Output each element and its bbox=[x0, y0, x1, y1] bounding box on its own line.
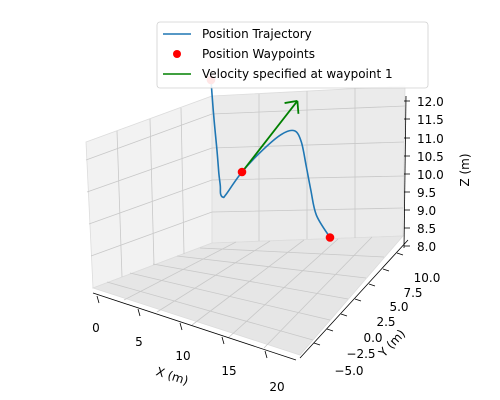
pane-back bbox=[211, 85, 406, 244]
z-tick-label: 12.0 bbox=[417, 95, 444, 109]
x-tick-label: 5 bbox=[135, 335, 143, 349]
z-tick-labels: 8.0 8.5 9.0 9.5 10.0 10.5 11.0 11.5 12.0 bbox=[417, 95, 444, 254]
x-tick-labels: 0 5 10 15 20 bbox=[92, 321, 284, 394]
velocity-arrow-head bbox=[296, 100, 300, 114]
axis-lines bbox=[92, 95, 409, 361]
waypoint-marker bbox=[325, 233, 335, 242]
y-tick-label: 7.5 bbox=[403, 286, 422, 300]
y-tick-label: 5.0 bbox=[389, 300, 408, 314]
legend-marker-swatch bbox=[173, 50, 181, 58]
pane-floor bbox=[91, 235, 404, 356]
z-axis-label: Z (m) bbox=[458, 153, 472, 186]
legend-frame bbox=[156, 21, 429, 89]
z-tick-label: 10.5 bbox=[417, 150, 444, 164]
z-tick-label: 11.5 bbox=[417, 113, 444, 127]
y-tick-label: 0.0 bbox=[363, 331, 382, 345]
grid-lines bbox=[85, 88, 406, 349]
z-tick-label: 9.0 bbox=[417, 204, 436, 218]
legend-label-trajectory: Position Trajectory bbox=[202, 27, 312, 41]
x-tick-label: 20 bbox=[269, 380, 284, 394]
axes-panes bbox=[85, 85, 406, 356]
z-axis-line bbox=[403, 95, 407, 249]
x-tick-label: 15 bbox=[221, 364, 236, 378]
velocity-arrow-head bbox=[284, 100, 298, 104]
tick-marks bbox=[96, 100, 410, 359]
y-axis-line bbox=[299, 239, 409, 359]
legend-label-velocity: Velocity specified at waypoint 1 bbox=[202, 67, 393, 81]
waypoint-marker bbox=[237, 167, 247, 177]
z-tick-label: 9.5 bbox=[417, 186, 436, 200]
legend-label-waypoints: Position Waypoints bbox=[202, 47, 315, 61]
z-tick-label: 11.0 bbox=[417, 132, 444, 146]
y-tick-label: 2.5 bbox=[376, 315, 395, 329]
x-axis-line bbox=[92, 292, 297, 361]
z-tick-label: 8.0 bbox=[417, 240, 436, 254]
x-axis-label: X (m) bbox=[154, 364, 190, 388]
velocity-arrow-shaft bbox=[241, 100, 299, 173]
x-tick-label: 10 bbox=[175, 349, 190, 363]
y-tick-labels: −5.0 −2.5 0.0 2.5 5.0 7.5 10.0 bbox=[334, 271, 440, 378]
x-tick-label: 0 bbox=[92, 321, 100, 335]
z-tick-label: 8.5 bbox=[417, 222, 436, 236]
z-tick-label: 10.0 bbox=[417, 168, 444, 182]
y-tick-label: −2.5 bbox=[346, 347, 375, 361]
legend: Position Trajectory Position Waypoints V… bbox=[156, 21, 429, 89]
velocity-arrow bbox=[241, 100, 300, 173]
y-tick-label: −5.0 bbox=[334, 364, 363, 378]
y-tick-label: 10.0 bbox=[414, 271, 441, 285]
